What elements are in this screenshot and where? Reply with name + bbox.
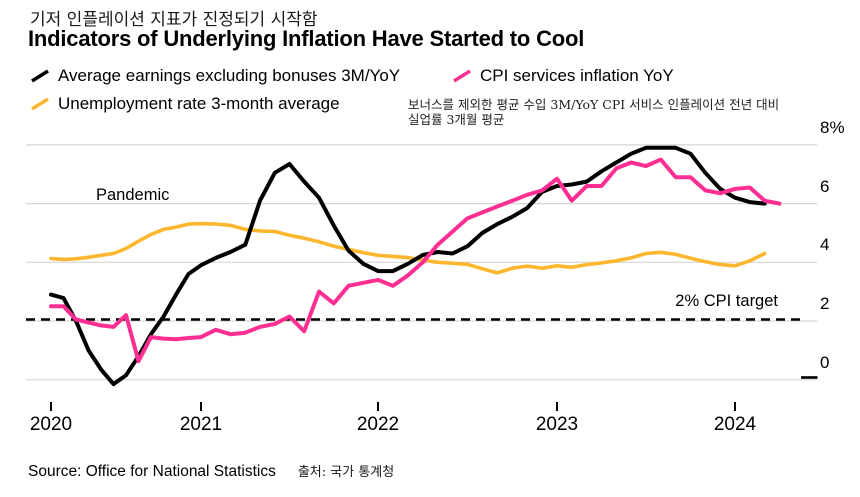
series-line-unemployment-rate-3-month-average bbox=[49, 221, 767, 275]
unemployment-line-swatch-icon bbox=[31, 97, 49, 111]
y-tick-label-0: 0 bbox=[820, 352, 830, 372]
legend-row-2: Unemployment rate 3-month average bbox=[30, 94, 830, 116]
legend-item-unemployment: Unemployment rate 3-month average bbox=[30, 94, 340, 114]
source-text-korean: 출처: 국가 통계청 bbox=[297, 465, 395, 480]
legend-annotation-korean: 보너스를 제외한 평균 수입 3M/YoY CPI 서비스 인플레이션 전년 대… bbox=[408, 97, 838, 127]
earnings-line-swatch-icon bbox=[31, 69, 49, 83]
x-tick-label-2023: 2023 bbox=[535, 414, 579, 435]
y-tick-label-8: 8% bbox=[820, 117, 845, 137]
legend-label-unemployment: Unemployment rate 3-month average bbox=[58, 94, 340, 113]
x-tick-label-2020: 2020 bbox=[29, 414, 73, 435]
legend-annotation-korean-line2: 실업률 3개월 평균 bbox=[408, 112, 505, 127]
cpi-target-annotation: 2% CPI target bbox=[675, 292, 778, 310]
x-tick-label-2022: 2022 bbox=[356, 414, 400, 435]
line-chart-plot bbox=[26, 144, 818, 411]
series-line-cpi-services-inflation-yoy bbox=[49, 157, 782, 364]
subtitle-korean: 기저 인플레이션 지표가 진정되기 시작함 bbox=[30, 10, 318, 30]
legend-row-1: Average earnings excluding bonuses 3M/Yo… bbox=[30, 66, 830, 88]
legend-annotation-korean-line1: 보너스를 제외한 평균 수입 3M/YoY CPI 서비스 인플레이션 전년 대… bbox=[408, 97, 780, 112]
zero-baseline-marker bbox=[801, 376, 818, 379]
series-line-average-earnings-excluding-bonuses-3m-yoy bbox=[49, 145, 767, 387]
legend-label-earnings: Average earnings excluding bonuses 3M/Yo… bbox=[58, 66, 401, 85]
page-title: Indicators of Underlying Inflation Have … bbox=[28, 26, 585, 51]
y-tick-label-4: 4 bbox=[820, 235, 830, 255]
source-row: Source: Office for National Statistics 출… bbox=[28, 461, 394, 481]
source-text: Source: Office for National Statistics bbox=[28, 463, 276, 480]
pandemic-annotation: Pandemic bbox=[96, 186, 170, 205]
y-tick-label-6: 6 bbox=[820, 176, 830, 196]
legend-item-earnings: Average earnings excluding bonuses 3M/Yo… bbox=[30, 66, 400, 86]
legend-label-cpi-services: CPI services inflation YoY bbox=[480, 66, 674, 85]
cpi-line-swatch-icon bbox=[453, 69, 471, 83]
y-tick-label-2: 2 bbox=[820, 294, 830, 313]
legend-item-cpi-services: CPI services inflation YoY bbox=[452, 66, 674, 86]
x-tick-label-2024: 2024 bbox=[713, 414, 757, 435]
x-tick-label-2021: 2021 bbox=[179, 414, 223, 435]
